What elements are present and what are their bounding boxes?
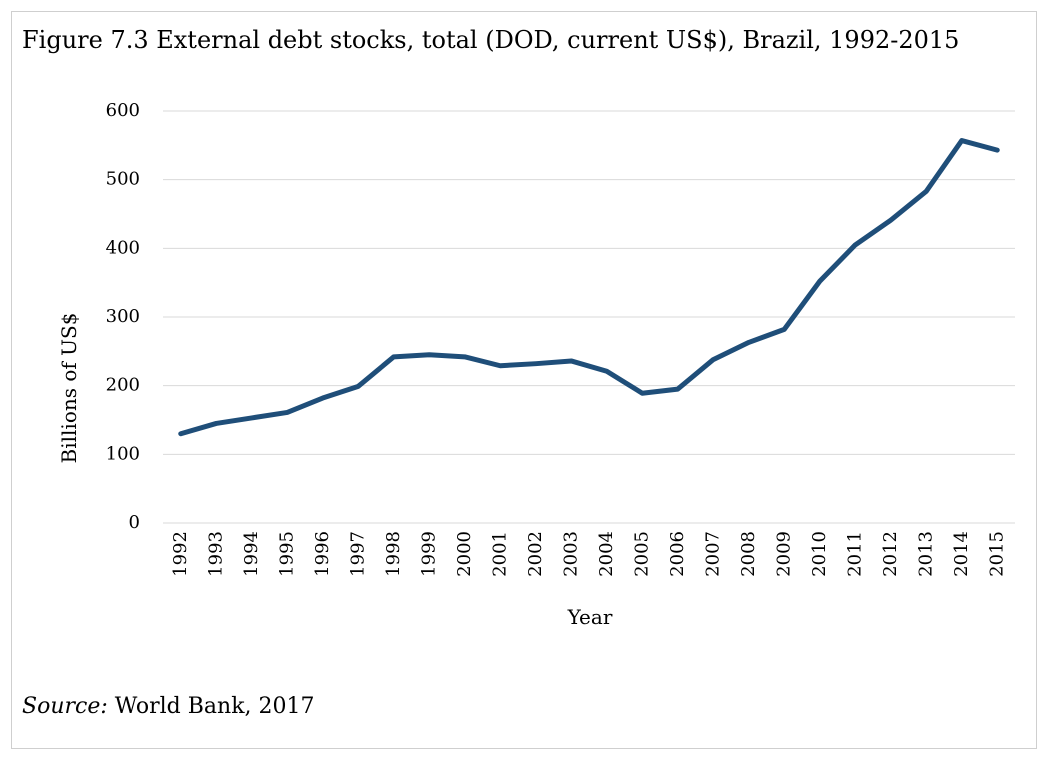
x-tick-label: 2004: [596, 531, 617, 577]
x-tick-label: 1996: [312, 531, 333, 577]
series-lines: [178, 138, 1000, 437]
x-tick-label: 2006: [667, 531, 688, 577]
source-label: Source:: [22, 694, 108, 719]
y-tick-label: 500: [106, 169, 140, 190]
x-tick-label: 1993: [205, 531, 226, 577]
y-axis-label: Billions of US$: [57, 313, 81, 464]
source-text: World Bank, 2017: [114, 694, 315, 719]
source-note: Source: World Bank, 2017: [22, 696, 315, 718]
x-tick-label: 2010: [809, 531, 830, 577]
y-tick-label: 0: [129, 512, 140, 533]
gridlines: [163, 110, 1015, 524]
x-tick-label: 2007: [702, 531, 723, 577]
x-ticks: 1992 1993 1994 1995 1996 1997 1998 1999 2000 2001…: [170, 531, 1008, 577]
x-tick-label: 2005: [631, 531, 652, 577]
x-tick-label: 2012: [880, 531, 901, 577]
figure-frame: [11, 11, 1037, 749]
y-ticks: 0 100 200 300 400 500 600: [106, 100, 140, 533]
x-tick-label: 2000: [454, 531, 475, 577]
x-tick-label: 1994: [241, 531, 262, 577]
series-line: [178, 138, 1000, 437]
x-axis-label: Year: [567, 605, 613, 629]
x-tick-label: 2014: [951, 531, 972, 577]
x-tick-label: 1995: [276, 531, 297, 577]
x-tick-label: 1992: [170, 531, 191, 577]
y-tick-label: 400: [106, 237, 140, 258]
x-tick-label: 1997: [347, 531, 368, 577]
x-tick-label: 2001: [489, 531, 510, 577]
figure-title: Figure 7.3 External debt stocks, total (…: [22, 26, 960, 54]
x-tick-label: 2009: [773, 531, 794, 577]
y-tick-label: 300: [106, 306, 140, 327]
y-tick-label: 100: [106, 443, 140, 464]
x-tick-label: 2011: [844, 531, 865, 577]
x-tick-label: 2013: [915, 531, 936, 577]
y-tick-label: 200: [106, 375, 140, 396]
x-tick-label: 1998: [383, 531, 404, 577]
x-tick-label: 2003: [560, 531, 581, 577]
x-tick-label: 1999: [418, 531, 439, 577]
x-tick-label: 2015: [986, 531, 1007, 577]
x-tick-label: 2008: [738, 531, 759, 577]
x-tick-label: 2002: [525, 531, 546, 577]
y-tick-label: 600: [106, 100, 140, 121]
